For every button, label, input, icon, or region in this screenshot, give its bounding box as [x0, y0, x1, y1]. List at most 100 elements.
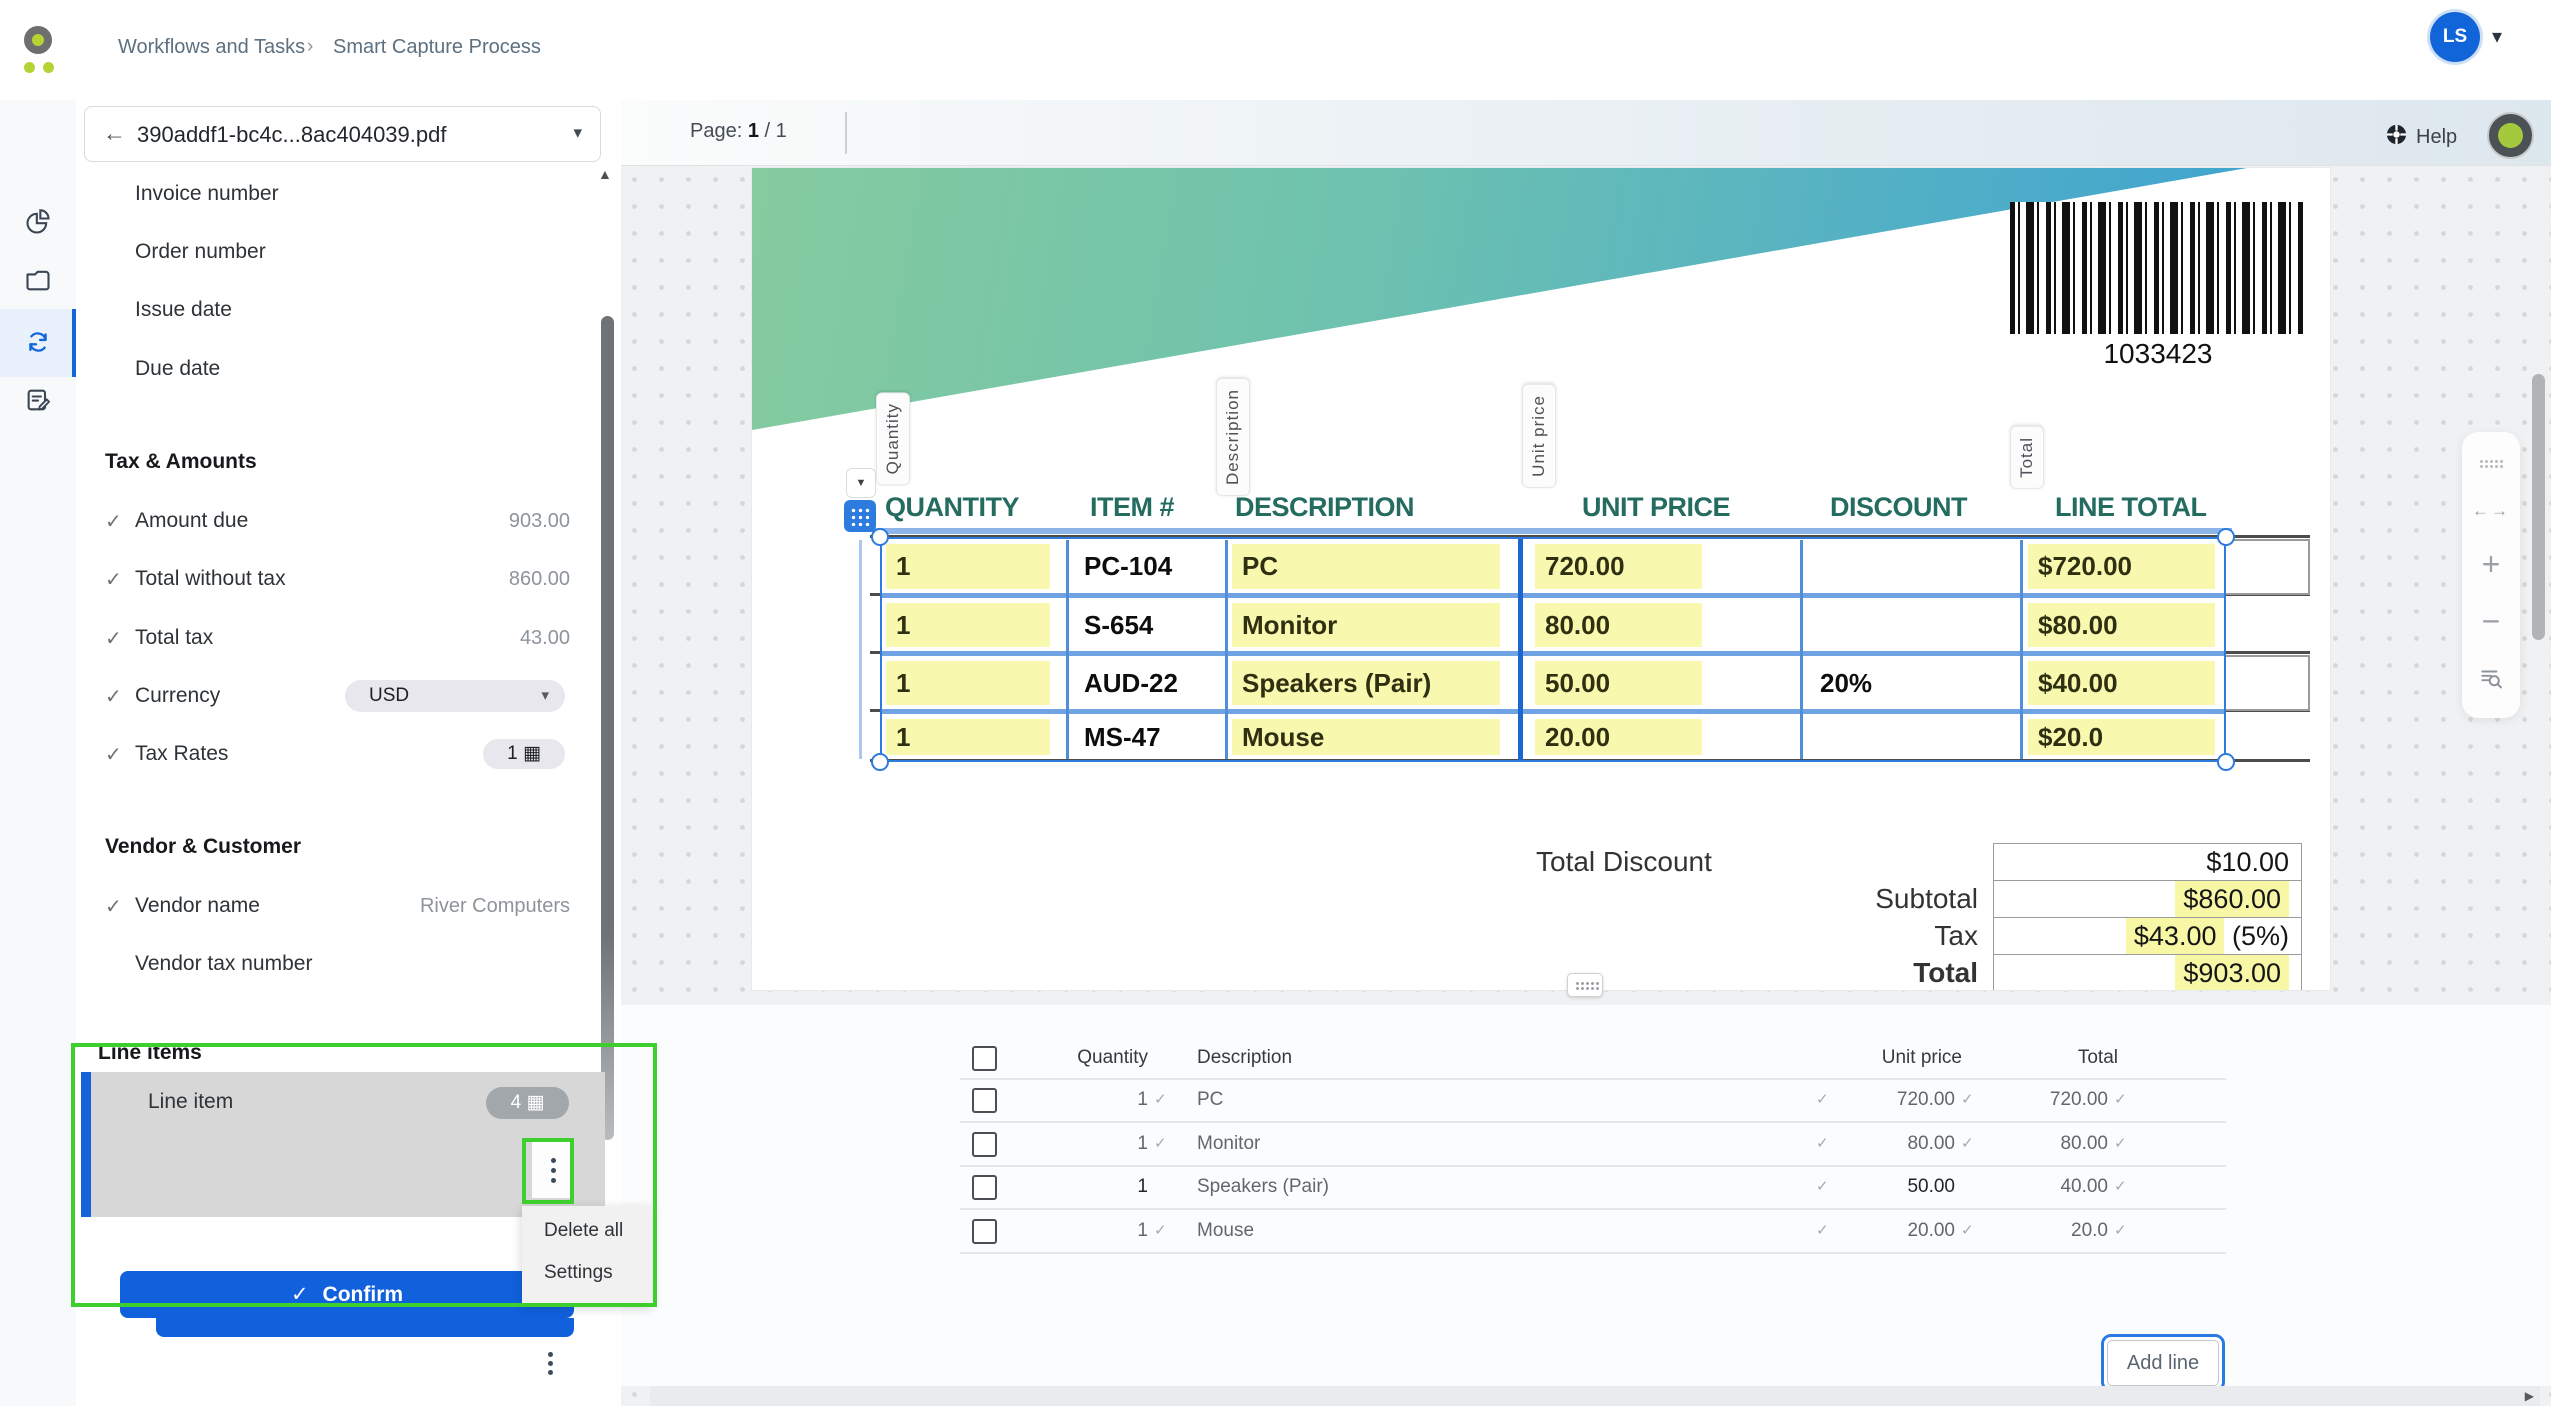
scroll-right-icon[interactable]: ▶ [2524, 1389, 2534, 1403]
column-tag-description[interactable]: Description [1216, 378, 1250, 497]
notes-edit-icon[interactable] [24, 386, 52, 414]
cell-quantity[interactable]: 1 [886, 544, 1050, 589]
cell-unit-price[interactable]: 50.00 [1535, 661, 1702, 705]
grid-header-line[interactable] [872, 528, 2232, 534]
cell-quantity[interactable]: 1 [886, 661, 1050, 705]
row-checkbox[interactable] [972, 1175, 997, 1200]
cell-description[interactable]: PC [1232, 544, 1500, 589]
field-order-number[interactable]: Order number [76, 235, 621, 269]
sidebar-kebab-menu-button[interactable] [548, 1352, 553, 1375]
grid-selection-border[interactable] [880, 537, 2226, 762]
grid-column-separator[interactable] [1066, 540, 1069, 759]
grid-unit-price[interactable]: 720.00 [1896, 1089, 1955, 1110]
breadcrumb-process[interactable]: Smart Capture Process [333, 36, 541, 58]
field-currency[interactable]: ✓ Currency [76, 679, 621, 713]
cell-item[interactable]: AUD-22 [1084, 667, 1178, 698]
menu-item-settings[interactable]: Settings [544, 1262, 613, 1283]
row-checkbox[interactable] [972, 1088, 997, 1113]
cell-unit-price[interactable]: 20.00 [1535, 719, 1702, 755]
cell-item[interactable]: MS-47 [1084, 721, 1161, 752]
cell-unit-price[interactable]: 80.00 [1535, 603, 1702, 647]
grid-quantity[interactable]: 1 [1137, 1089, 1148, 1110]
breadcrumb-workflows[interactable]: Workflows and Tasks [118, 36, 306, 58]
field-value[interactable]: 860.00 [508, 568, 570, 590]
field-vendor-tax-number[interactable]: Vendor tax number [76, 947, 621, 981]
select-all-checkbox[interactable] [972, 1046, 997, 1071]
grid-unit-price[interactable]: 80.00 [1907, 1133, 1955, 1154]
filename-chevron-down-icon[interactable]: ▾ [573, 123, 582, 142]
dashboard-pie-icon[interactable] [24, 208, 52, 236]
zoom-in-icon[interactable]: + [2481, 546, 2501, 583]
field-value[interactable]: River Computers [419, 895, 570, 917]
line-item-count-grid-button[interactable]: 4 ▦ [486, 1087, 569, 1119]
grid-row-separator[interactable] [882, 709, 2224, 714]
field-total-tax[interactable]: ✓ Total tax 43.00 [76, 621, 621, 655]
field-amount-due[interactable]: ✓ Amount due 903.00 [76, 504, 621, 538]
field-vendor-name[interactable]: ✓ Vendor name River Computers [76, 889, 621, 923]
back-arrow-icon[interactable]: ← [103, 120, 126, 146]
grid-description[interactable]: Speakers (Pair) [1197, 1176, 1329, 1197]
grid-description[interactable]: PC [1197, 1089, 1224, 1110]
zoom-out-icon[interactable]: − [2481, 603, 2501, 640]
grid-handle-top-right[interactable] [2217, 528, 2235, 546]
field-due-date[interactable]: Due date [76, 352, 621, 386]
grid-description[interactable]: Mouse [1197, 1220, 1255, 1241]
cell-discount[interactable]: 20% [1820, 667, 1873, 698]
column-tag-quantity[interactable]: Quantity [876, 392, 910, 486]
grid-unit-price[interactable]: 20.00 [1907, 1220, 1955, 1241]
grid-total[interactable]: 40.00 [2060, 1176, 2108, 1197]
field-tax-rates[interactable]: ✓ Tax Rates [76, 737, 621, 771]
horizontal-scrollbar[interactable]: ▶ [650, 1386, 2540, 1406]
cell-description[interactable]: Mouse [1232, 719, 1500, 755]
avatar[interactable]: LS [2430, 12, 2480, 62]
cell-line-total[interactable]: $20.0 [2028, 719, 2215, 755]
avatar-chevron-down-icon[interactable]: ▾ [2492, 26, 2503, 48]
grid-description[interactable]: Monitor [1197, 1133, 1261, 1154]
field-invoice-number[interactable]: Invoice number [76, 177, 621, 211]
grid-quantity[interactable]: 1 [1137, 1176, 1148, 1197]
grid-row-separator[interactable] [882, 593, 2224, 598]
line-item-row-selected[interactable]: Line item 4 ▦ [81, 1072, 605, 1217]
field-total-without-tax[interactable]: ✓ Total without tax 860.00 [76, 562, 621, 596]
grid-quantity[interactable]: 1 [1137, 1133, 1148, 1154]
page-resize-handle[interactable] [1567, 973, 1603, 997]
grid-row-separator[interactable] [882, 651, 2224, 656]
processing-sync-icon[interactable] [24, 328, 52, 356]
grid-handle-top-left[interactable] [871, 528, 889, 546]
viewer-scrollbar[interactable] [2532, 374, 2545, 640]
cell-line-total[interactable]: $80.00 [2028, 603, 2215, 647]
column-tag-unit-price[interactable]: Unit price [1522, 384, 1556, 488]
field-value[interactable]: 903.00 [508, 510, 570, 532]
currency-dropdown[interactable]: USD ▾ [345, 680, 565, 712]
assistant-button[interactable] [2487, 112, 2534, 159]
fit-width-icon[interactable]: ←→ [2472, 500, 2510, 520]
grid-caret-button[interactable]: ▼ [846, 468, 876, 498]
rossum-logo[interactable] [22, 26, 74, 74]
search-text-icon[interactable] [2478, 665, 2504, 691]
line-items-kebab-menu-button[interactable] [532, 1142, 574, 1198]
field-issue-date[interactable]: Issue date [76, 293, 621, 327]
grid-unit-price[interactable]: 50.00 [1907, 1176, 1955, 1197]
grid-total[interactable]: 80.00 [2060, 1133, 2108, 1154]
documents-folder-icon[interactable] [24, 266, 52, 294]
tax-rates-grid-button[interactable]: 1 ▦ [483, 739, 565, 769]
sidebar-scroll-up-icon[interactable]: ▲ [598, 166, 612, 182]
cell-description[interactable]: Speakers (Pair) [1232, 661, 1500, 705]
cell-quantity[interactable]: 1 [886, 603, 1050, 647]
confirm-button[interactable]: ✓ Confirm [120, 1271, 574, 1318]
menu-item-delete-all[interactable]: Delete all [544, 1220, 624, 1241]
grid-column-separator[interactable] [1225, 540, 1228, 759]
field-value[interactable]: 43.00 [519, 627, 570, 649]
sidebar-scrollbar[interactable] [601, 316, 614, 1140]
cell-unit-price[interactable]: 720.00 [1535, 544, 1702, 589]
column-tag-total[interactable]: Total [2010, 426, 2044, 489]
help-button[interactable]: Help [2385, 120, 2457, 149]
cell-item[interactable]: PC-104 [1084, 551, 1173, 581]
cell-item[interactable]: S-654 [1084, 609, 1154, 640]
grid-column-separator[interactable] [1800, 540, 1803, 759]
cell-line-total[interactable]: $720.00 [2028, 544, 2215, 589]
add-line-button[interactable]: Add line [2107, 1340, 2219, 1386]
grid-column-separator-active[interactable] [1518, 537, 1523, 762]
grid-quantity[interactable]: 1 [1137, 1220, 1148, 1241]
grid-column-separator[interactable] [2020, 540, 2023, 759]
